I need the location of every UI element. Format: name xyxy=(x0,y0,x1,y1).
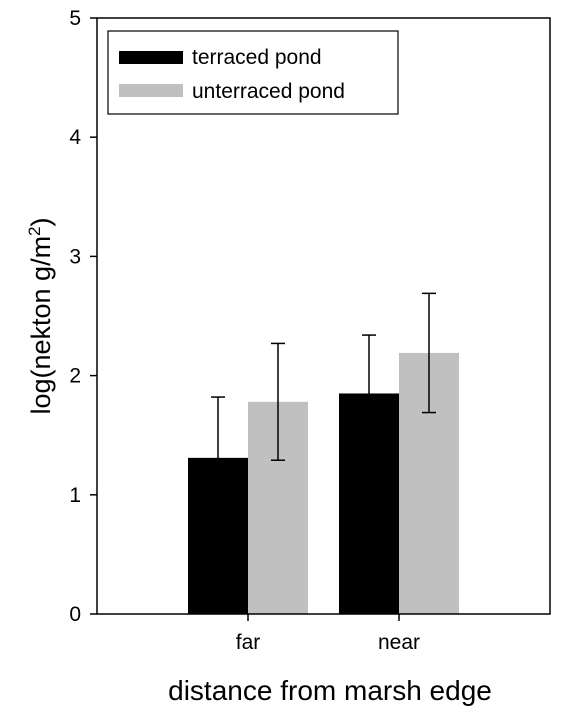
x-axis-ticks: far near xyxy=(236,614,420,654)
legend-label-unterraced-pond: unterraced pond xyxy=(192,80,345,103)
plot-marks xyxy=(188,292,459,614)
y-tick-label: 3 xyxy=(69,245,81,268)
y-axis-ticks: 0 1 2 3 4 5 xyxy=(69,7,97,626)
plot-frame xyxy=(96,17,551,615)
y-axis-label-close: ) xyxy=(26,217,56,226)
legend-swatch-terraced-pond xyxy=(119,51,183,64)
legend: terraced pond unterraced pond xyxy=(107,30,399,115)
legend-swatch-unterraced-pond xyxy=(119,84,183,97)
x-tick-label: near xyxy=(378,631,420,654)
y-tick-label: 0 xyxy=(69,603,81,626)
y-axis-label-main: log(nekton g/m xyxy=(26,236,56,415)
y-tick-label: 2 xyxy=(69,365,81,388)
y-tick-label: 1 xyxy=(69,484,81,507)
legend-label-terraced-pond: terraced pond xyxy=(192,46,322,69)
x-axis-label: distance from marsh edge xyxy=(168,675,492,706)
y-axis-label: log(nekton g/m2) xyxy=(25,217,56,414)
legend-box xyxy=(107,30,399,115)
y-tick-label: 4 xyxy=(69,126,81,149)
y-tick-label: 5 xyxy=(69,7,81,30)
x-tick-label: far xyxy=(236,631,261,654)
y-axis-label-superscript: 2 xyxy=(25,226,44,235)
